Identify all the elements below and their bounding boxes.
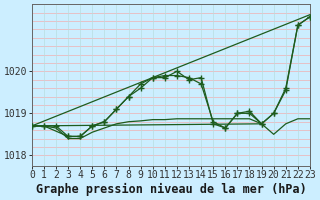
X-axis label: Graphe pression niveau de la mer (hPa): Graphe pression niveau de la mer (hPa) [36, 183, 306, 196]
